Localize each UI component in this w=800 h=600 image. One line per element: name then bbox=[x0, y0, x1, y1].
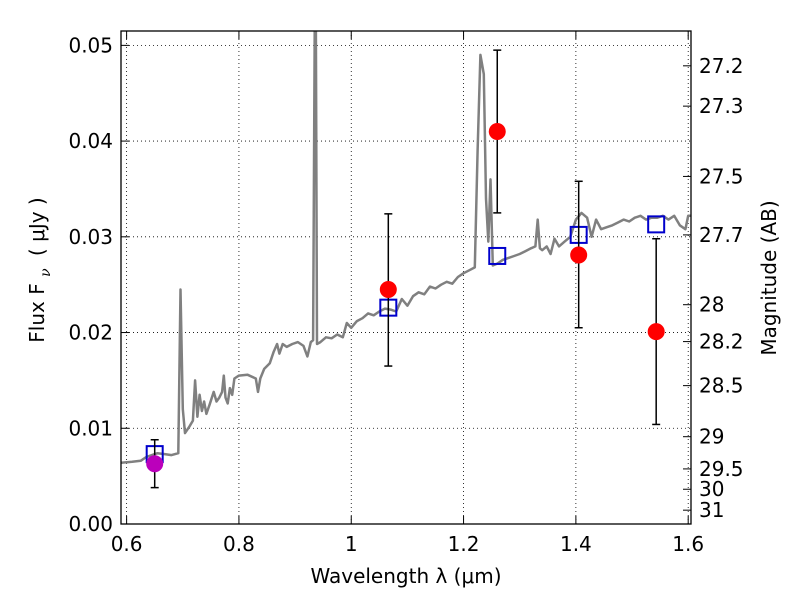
y2-tick-label-8: 29.5 bbox=[699, 457, 744, 481]
y2-tick-label-0: 27.2 bbox=[699, 54, 744, 78]
model-photometry-square-2 bbox=[488, 246, 507, 265]
y-tick-label-5: 0.05 bbox=[68, 33, 113, 57]
y-tick-label-4: 0.04 bbox=[68, 129, 113, 153]
y2-tick-label-4: 28 bbox=[699, 293, 724, 317]
x-tick-label-2: 1 bbox=[345, 532, 358, 556]
observed-point-red-0 bbox=[379, 280, 397, 298]
y2-tick-label-7: 29 bbox=[699, 425, 724, 449]
model-photometry-square-4 bbox=[647, 215, 666, 234]
y2-tick-label-1: 27.3 bbox=[699, 94, 744, 118]
plot-frame bbox=[120, 30, 692, 525]
y-tick-label-3: 0.03 bbox=[68, 225, 113, 249]
axis-ticks: 0.6 0.8 1 1.2 1.4 1.6 0.00 0.01 0.02 0.03 0.04 0.05… bbox=[68, 31, 744, 556]
x-tick-label-5: 1.6 bbox=[672, 532, 704, 556]
observed-point-red-1 bbox=[488, 123, 506, 141]
observed-point-red-3 bbox=[647, 323, 665, 341]
y2-tick-label-9: 30 bbox=[699, 477, 724, 501]
observed-point-magenta-0 bbox=[146, 455, 164, 473]
svg-text:Flux F ν: Flux F ν ( μJy ) bbox=[25, 197, 55, 342]
y-tick-label-0: 0.00 bbox=[68, 512, 113, 536]
y2-tick-label-6: 28.5 bbox=[699, 374, 744, 398]
y-axis-label: Flux F ν ( μJy ) bbox=[25, 197, 55, 342]
x-tick-label-1: 0.8 bbox=[223, 532, 255, 556]
y-tick-label-2: 0.02 bbox=[68, 321, 113, 345]
y2-tick-label-2: 27.5 bbox=[699, 164, 744, 188]
series-layer bbox=[121, 31, 691, 489]
x-axis-label: Wavelength λ (μm) bbox=[310, 564, 501, 588]
y2-axis-label: Magnitude (AB) bbox=[757, 200, 781, 355]
x-tick-label-4: 1.4 bbox=[560, 532, 592, 556]
observed-point-red-2 bbox=[570, 246, 588, 264]
x-tick-label-0: 0.6 bbox=[111, 532, 143, 556]
y-axis-label-main: Flux F bbox=[25, 283, 49, 342]
y-axis-label-unit: ( μJy ) bbox=[25, 197, 49, 256]
x-tick-label-3: 1.2 bbox=[448, 532, 480, 556]
spectrum-line bbox=[121, 31, 691, 464]
y2-tick-label-3: 27.7 bbox=[699, 223, 744, 247]
y2-tick-label-5: 28.2 bbox=[699, 330, 744, 354]
y-axis-label-sub: ν bbox=[38, 268, 54, 277]
y2-tick-label-10: 31 bbox=[699, 498, 724, 522]
y-tick-label-1: 0.01 bbox=[68, 416, 113, 440]
